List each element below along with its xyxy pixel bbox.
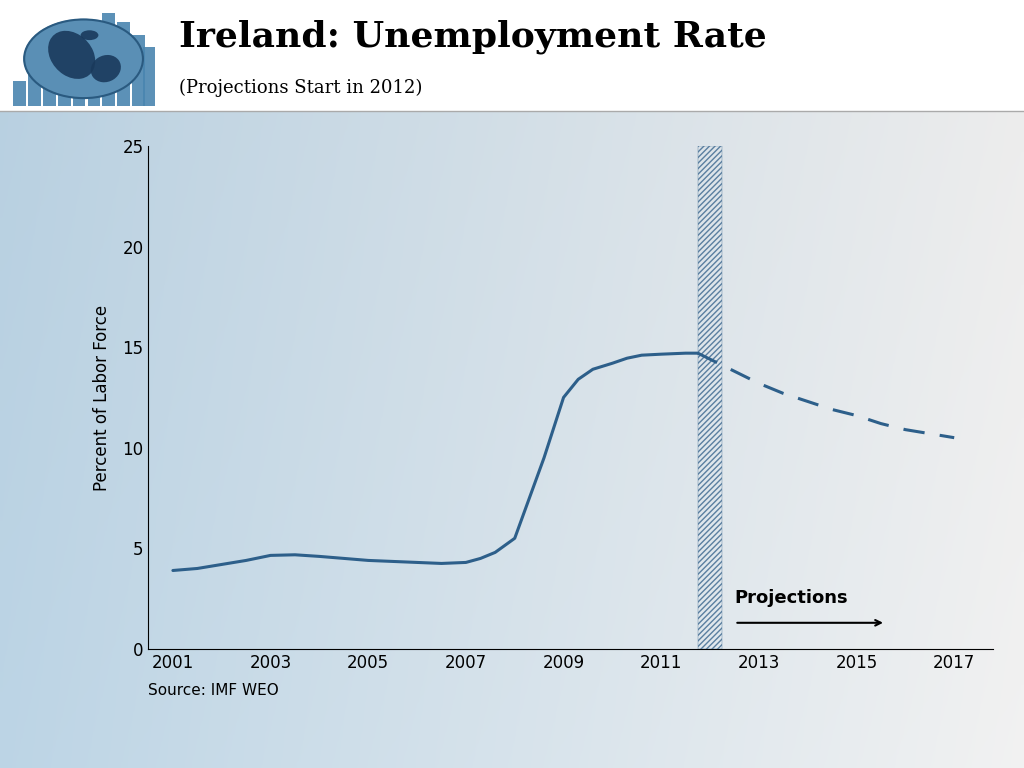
Bar [43,61,55,106]
Bar [132,35,144,106]
Text: Projections: Projections [734,589,848,607]
Bar [142,47,156,106]
Bar [29,71,41,106]
Bar [102,12,115,106]
Text: Ireland: Unemployment Rate: Ireland: Unemployment Rate [179,19,767,54]
Y-axis label: Percent of Labor Force: Percent of Labor Force [93,304,112,491]
Text: Source: IMF WEO: Source: IMF WEO [148,683,280,698]
Bar [697,146,722,649]
Ellipse shape [81,30,98,40]
Bar [73,35,85,106]
Bar [13,81,26,106]
Bar [58,47,71,106]
Bar [88,22,100,106]
Circle shape [25,19,143,98]
Ellipse shape [91,55,121,82]
Bar [118,22,130,106]
Text: (Projections Start in 2012): (Projections Start in 2012) [179,79,423,98]
Ellipse shape [48,31,95,79]
